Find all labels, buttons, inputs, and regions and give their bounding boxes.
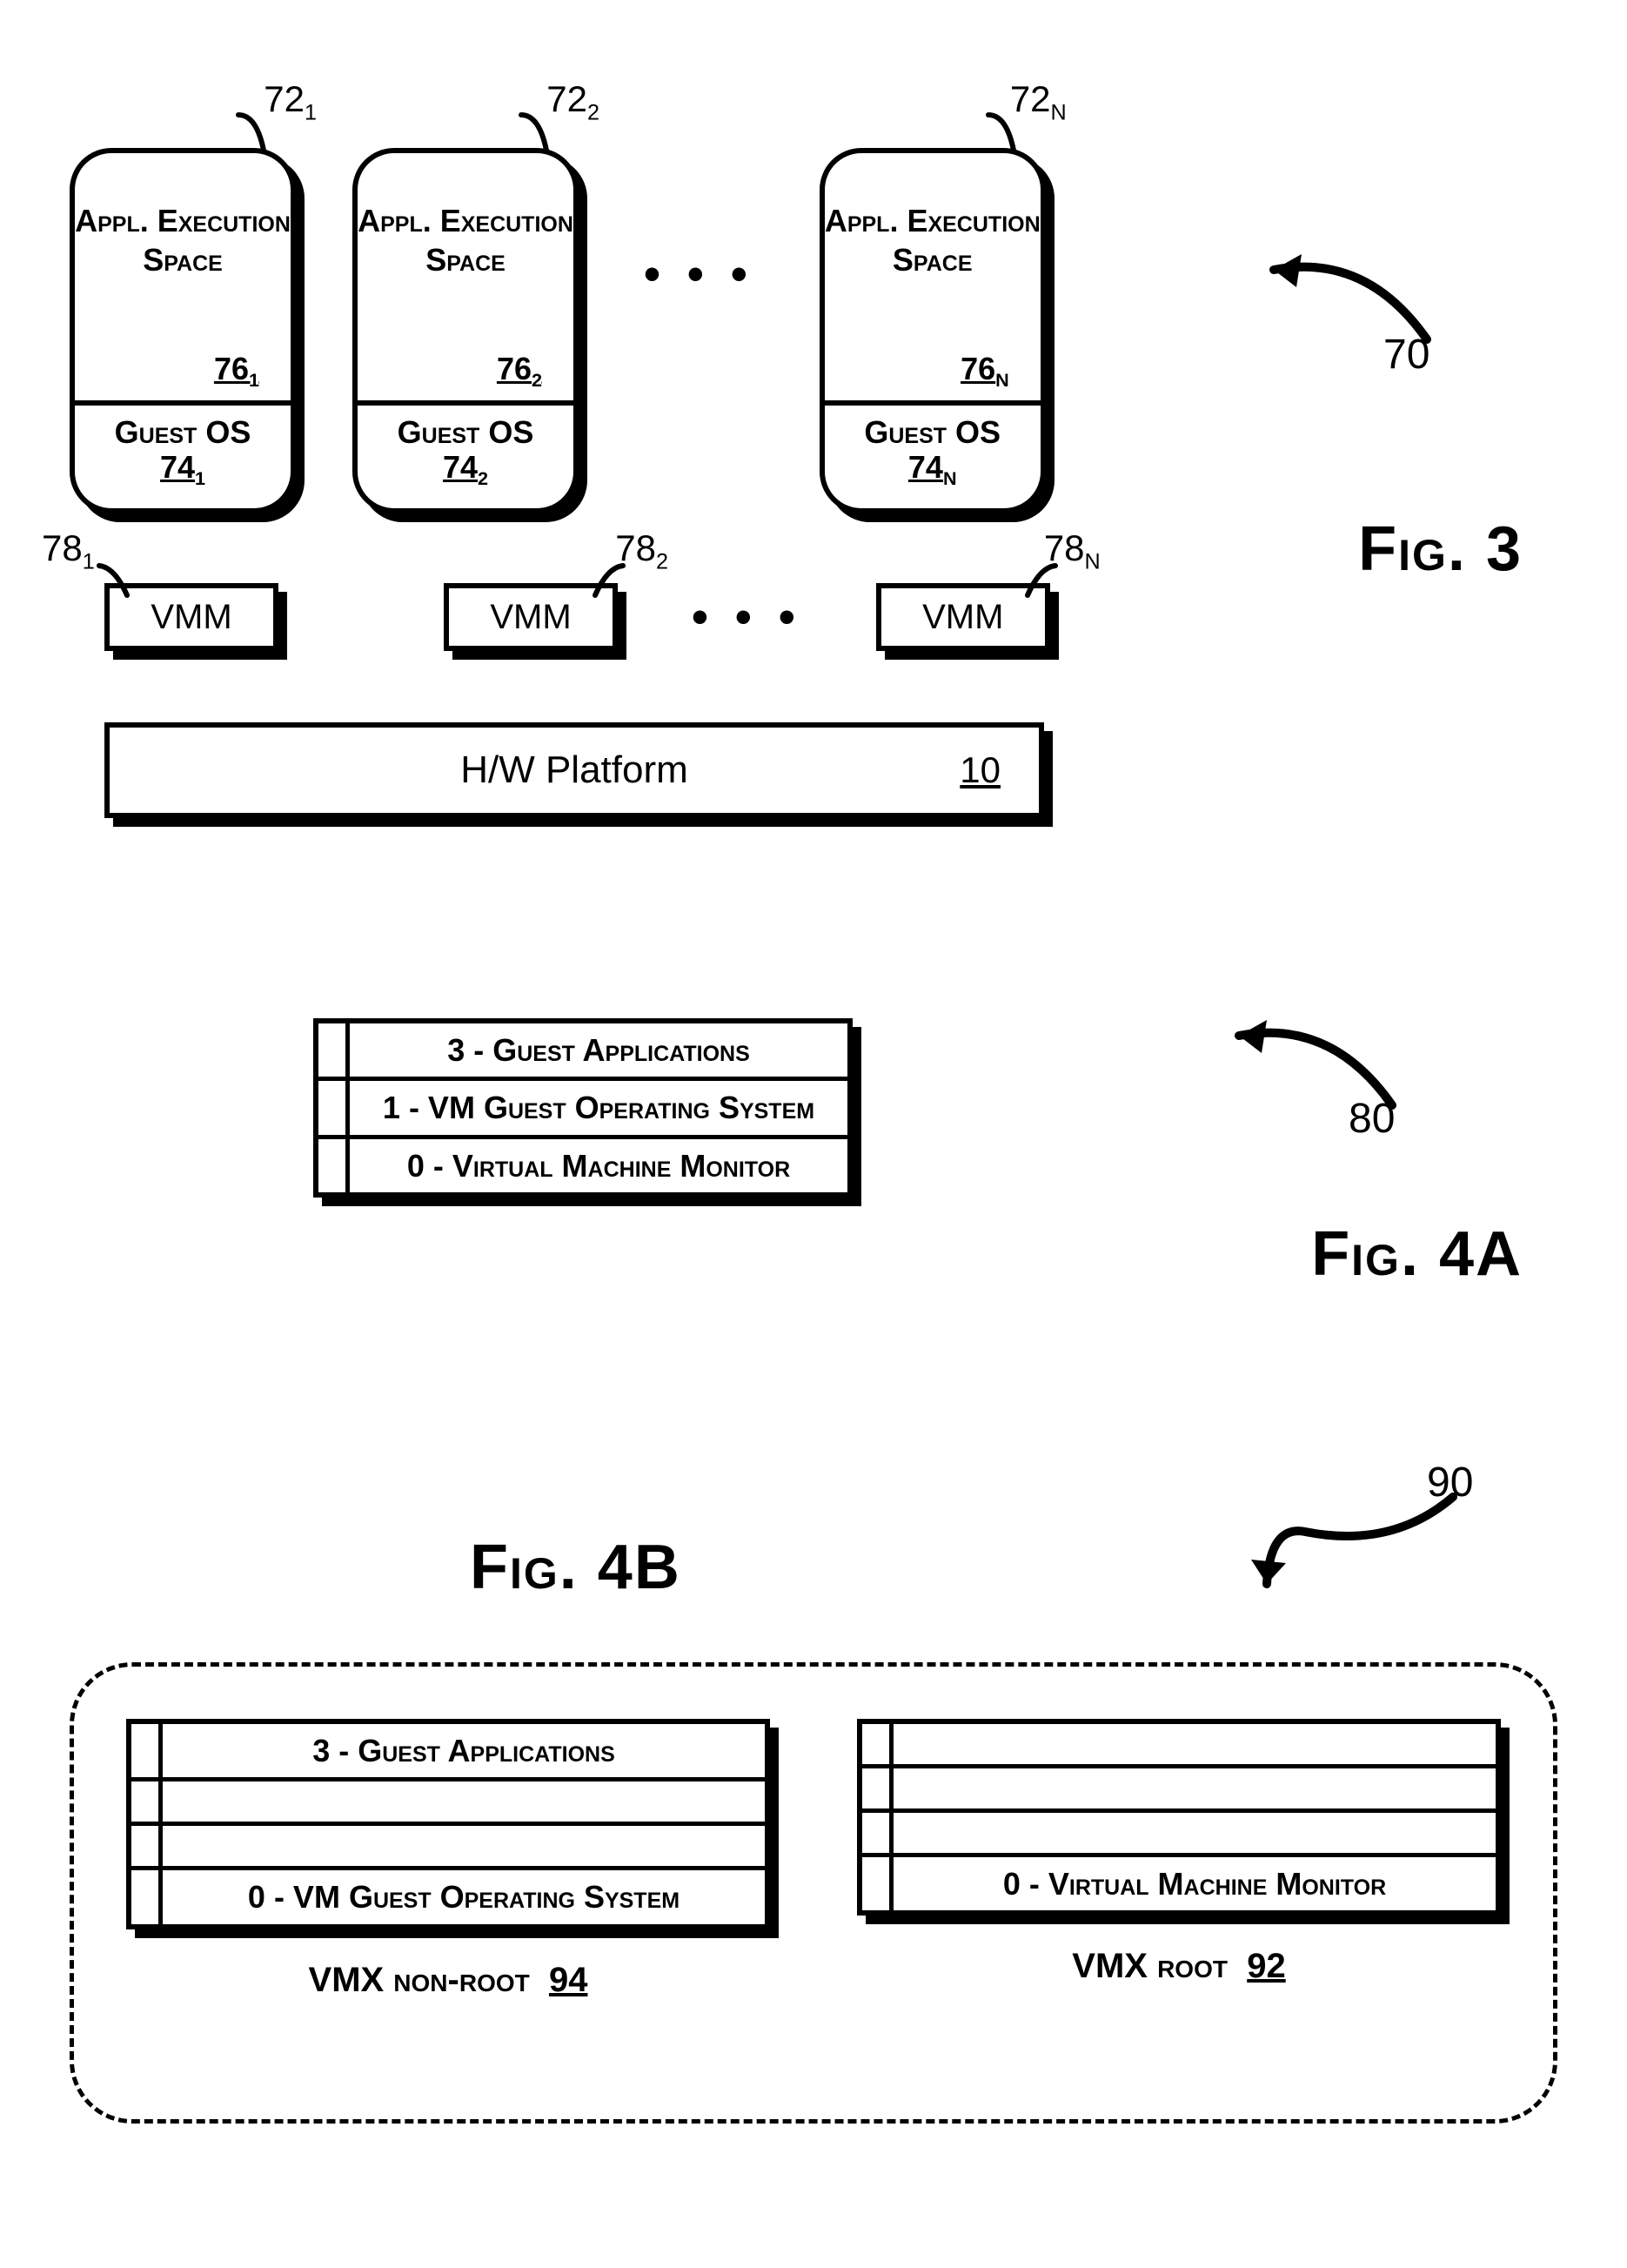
table-side-cell [318,1139,350,1192]
figure-3: 721 Appl. Execution Space 761 Guest OS 7… [70,52,1557,888]
table-row: 0 - Virtual Machine Monitor [318,1139,847,1192]
table-side-cell [318,1081,350,1134]
vm-ref-sub: 1 [305,100,317,124]
ring-row-label: 3 - Guest Applications [350,1023,847,1077]
ring-row-label [163,1782,765,1822]
vmm-box-1: 781 VMM [104,583,278,651]
table-side-cell [862,1768,894,1808]
lead-line-icon [94,560,134,601]
aes-ref-2: 762 [497,351,542,392]
table-row: 1 - VM Guest Operating System [318,1081,847,1138]
vm-divider [72,400,293,406]
table-side-cell [862,1813,894,1853]
figure-4b: Fig. 4B 90 3 - Guest Applications [70,1532,1557,2176]
table-side-cell [318,1023,350,1077]
table-side-cell [862,1724,894,1764]
vmm-label: VMM [151,598,231,637]
ring-row-label: 0 - VM Guest Operating System [163,1870,765,1923]
vmm-label: VMM [922,598,1003,637]
vm-column-2: 722 Appl. Execution Space 762 Guest OS 7… [352,148,579,513]
table-row: 0 - VM Guest Operating System [131,1870,765,1923]
page: 721 Appl. Execution Space 761 Guest OS 7… [70,52,1557,2176]
reference-arrow-70: 70 [1253,235,1444,361]
ring-row-label: 3 - Guest Applications [163,1724,765,1777]
table-row: 0 - Virtual Machine Monitor [862,1857,1496,1910]
ring-row-label [163,1826,765,1866]
table-row [862,1724,1496,1768]
table-row: 3 - Guest Applications [318,1023,847,1081]
figure-4b-title: Fig. 4B [470,1532,681,1603]
figure-4a: 3 - Guest Applications 1 - VM Guest Oper… [70,992,1557,1480]
vm-column-1: 721 Appl. Execution Space 761 Guest OS 7… [70,148,296,513]
appl-exec-space-label: Appl. Execution Space [358,201,573,279]
hw-platform-label: H/W Platform [460,748,688,792]
vmx-root-label: VMX root 92 [1072,1947,1285,1986]
vmx-nonroot-column: 3 - Guest Applications 0 - VM Guest Oper… [126,1719,770,2093]
table-row [862,1768,1496,1813]
reference-arrow-80: 80 [1218,1001,1409,1127]
ring-table-4a: 3 - Guest Applications 1 - VM Guest Oper… [313,1018,853,1198]
vm-box-2: Appl. Execution Space 762 Guest OS 742 [352,148,579,513]
guest-os-label-1: Guest OS 741 [75,415,291,489]
guest-os-label-2: Guest OS 742 [358,415,573,489]
appl-exec-space-label: Appl. Execution Space [75,201,291,279]
reference-number: 70 [1383,331,1429,379]
figure-4a-title: Fig. 4A [1311,1218,1523,1290]
vmm-box-n: 78N VMM [876,583,1050,651]
reference-number: 90 [1427,1459,1473,1506]
ring-row-label: 1 - VM Guest Operating System [350,1081,847,1134]
vmm-row: 781 VMM 782 VMM • • • 78N VMM [104,583,1050,651]
table-side-cell [131,1870,163,1923]
hw-platform-ref: 10 [960,749,1001,791]
vm-box-n: Appl. Execution Space 76N Guest OS 74N [820,148,1046,513]
table-row: 3 - Guest Applications [131,1724,765,1782]
lead-line-icon [1021,560,1061,601]
reference-number: 80 [1349,1095,1395,1143]
vm-divider [355,400,576,406]
table-row [862,1813,1496,1857]
ring-row-label [894,1724,1496,1764]
ring-row-label [894,1813,1496,1853]
aes-ref-1: 761 [214,351,259,392]
vm-divider [822,400,1043,406]
appl-exec-space-label: Appl. Execution Space [825,201,1041,279]
vmx-container: 3 - Guest Applications 0 - VM Guest Oper… [70,1662,1557,2124]
ring-table-nonroot: 3 - Guest Applications 0 - VM Guest Oper… [126,1719,770,1929]
hw-platform-box: H/W Platform 10 [104,722,1044,818]
reference-arrow-90: 90 [1244,1480,1470,1614]
aes-ref-n: 76N [961,351,1009,392]
ring-row-label: 0 - Virtual Machine Monitor [350,1139,847,1192]
ellipsis-icon: • • • [635,247,763,414]
ellipsis-icon: • • • [674,590,820,644]
table-side-cell [131,1782,163,1822]
table-side-cell [862,1857,894,1910]
ring-row-label: 0 - Virtual Machine Monitor [894,1857,1496,1910]
table-side-cell [131,1826,163,1866]
table-row [131,1826,765,1870]
vmm-box-2: 782 VMM [444,583,618,651]
ring-table-root: 0 - Virtual Machine Monitor [857,1719,1501,1916]
vmm-ref-1: 781 [42,527,95,574]
vmx-nonroot-label: VMX non-root 94 [309,1961,588,2000]
vm-box-1: Appl. Execution Space 761 Guest OS 741 [70,148,296,513]
guest-os-label-n: Guest OS 74N [825,415,1041,489]
figure-3-title: Fig. 3 [1358,513,1523,585]
vm-column-n: 72N Appl. Execution Space 76N Guest OS 7… [820,148,1046,513]
vmm-label: VMM [490,598,571,637]
table-row [131,1782,765,1826]
table-side-cell [131,1724,163,1777]
ring-row-label [894,1768,1496,1808]
vm-row: 721 Appl. Execution Space 761 Guest OS 7… [70,148,1046,513]
vmx-root-column: 0 - Virtual Machine Monitor VMX root 92 [857,1719,1501,2093]
lead-line-icon [588,560,628,601]
